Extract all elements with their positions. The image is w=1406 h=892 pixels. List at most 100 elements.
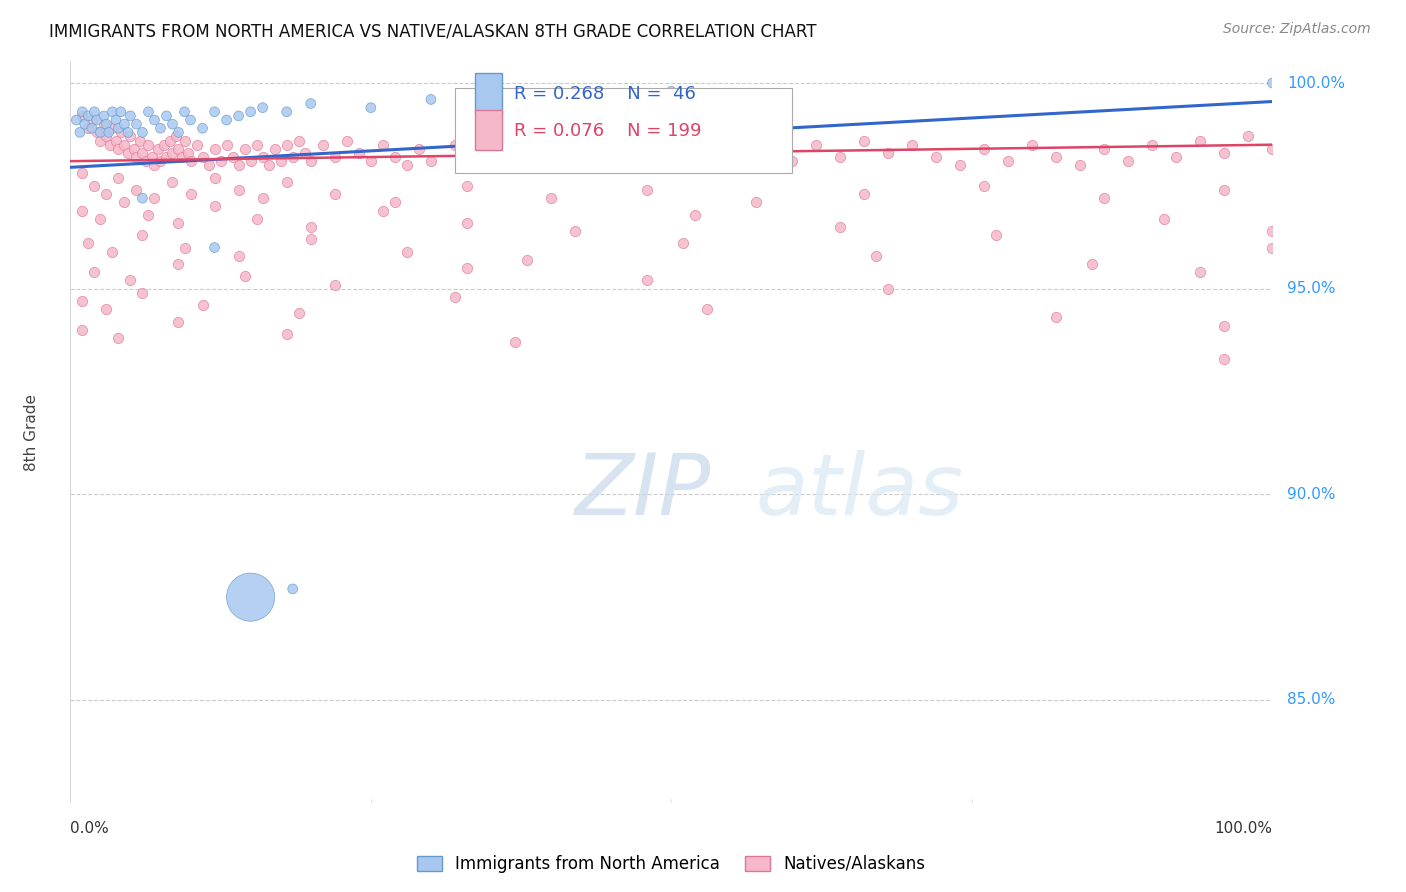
Point — [1213, 183, 1236, 197]
Point — [162, 145, 184, 160]
Point — [733, 134, 755, 148]
Point — [384, 150, 406, 164]
Point — [172, 150, 194, 164]
Point — [1045, 310, 1067, 325]
Point — [215, 113, 238, 128]
Point — [143, 158, 166, 172]
Point — [89, 134, 111, 148]
Point — [696, 302, 718, 317]
Point — [299, 232, 322, 246]
Point — [77, 236, 100, 251]
Point — [852, 187, 875, 202]
Point — [135, 154, 157, 169]
Point — [323, 150, 346, 164]
Point — [252, 150, 274, 164]
Point — [131, 191, 153, 205]
Point — [69, 125, 91, 139]
Point — [1237, 129, 1260, 144]
Point — [1092, 191, 1115, 205]
Point — [1261, 241, 1284, 255]
Point — [120, 273, 142, 287]
Point — [973, 178, 995, 193]
Point — [204, 142, 226, 156]
Point — [107, 121, 129, 136]
Point — [228, 249, 250, 263]
Point — [685, 208, 707, 222]
Point — [1021, 137, 1043, 152]
Point — [143, 113, 166, 128]
Point — [153, 137, 176, 152]
Text: 0.0%: 0.0% — [70, 822, 110, 837]
Point — [112, 195, 135, 210]
Point — [444, 137, 467, 152]
Point — [492, 158, 515, 172]
Point — [709, 150, 731, 164]
Point — [112, 137, 135, 152]
Point — [131, 285, 153, 300]
Point — [973, 142, 995, 156]
Point — [72, 293, 94, 308]
Text: R = 0.268    N =  46: R = 0.268 N = 46 — [513, 86, 696, 103]
Point — [347, 145, 370, 160]
Point — [456, 178, 478, 193]
Point — [239, 154, 262, 169]
Text: atlas: atlas — [755, 450, 963, 533]
Point — [129, 134, 152, 148]
Text: 100.0%: 100.0% — [1215, 822, 1272, 837]
Point — [804, 137, 827, 152]
Point — [1045, 150, 1067, 164]
Point — [233, 142, 256, 156]
Point — [180, 113, 202, 128]
Point — [72, 323, 94, 337]
Point — [233, 269, 256, 284]
Point — [96, 129, 118, 144]
Point — [276, 175, 298, 189]
Point — [97, 125, 120, 139]
Point — [180, 154, 202, 169]
Text: 8th Grade: 8th Grade — [24, 394, 39, 471]
Point — [204, 241, 226, 255]
Point — [828, 219, 851, 234]
Point — [101, 121, 124, 136]
Point — [360, 154, 382, 169]
Point — [1189, 265, 1212, 279]
Point — [77, 121, 100, 136]
Point — [1261, 76, 1284, 90]
Point — [107, 331, 129, 345]
Point — [80, 113, 103, 128]
Point — [167, 315, 190, 329]
Point — [540, 154, 562, 169]
Bar — [475, 110, 502, 151]
Point — [299, 96, 322, 111]
Point — [120, 109, 142, 123]
Point — [228, 109, 250, 123]
Point — [197, 158, 219, 172]
Point — [408, 142, 430, 156]
Point — [516, 142, 538, 156]
Point — [96, 117, 118, 131]
Point — [312, 137, 335, 152]
Point — [186, 137, 208, 152]
FancyBboxPatch shape — [456, 88, 792, 173]
Point — [138, 137, 160, 152]
Point — [1153, 211, 1175, 226]
Point — [221, 150, 243, 164]
Point — [371, 203, 394, 218]
Point — [204, 199, 226, 213]
Point — [949, 158, 972, 172]
Point — [1213, 318, 1236, 333]
Point — [744, 195, 766, 210]
Point — [72, 167, 94, 181]
Point — [167, 125, 190, 139]
Point — [876, 145, 898, 160]
Point — [104, 134, 127, 148]
Point — [191, 298, 214, 312]
Point — [86, 113, 108, 128]
Point — [112, 117, 135, 131]
Point — [384, 195, 406, 210]
Point — [456, 261, 478, 276]
Point — [107, 142, 129, 156]
Point — [191, 121, 214, 136]
Point — [239, 104, 262, 119]
Point — [257, 158, 280, 172]
